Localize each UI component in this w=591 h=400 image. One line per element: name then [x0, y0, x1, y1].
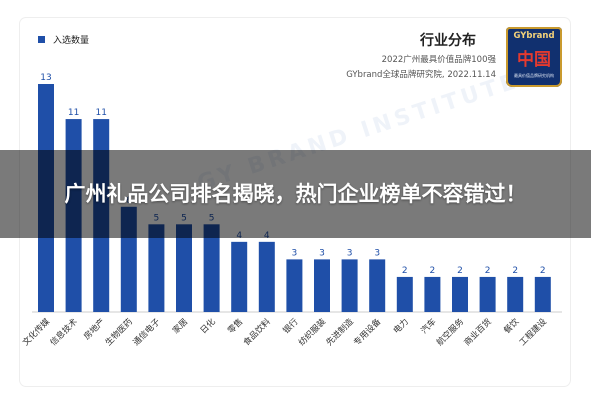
bar-value-label: 3	[347, 248, 353, 258]
x-tick-label: 零售	[226, 316, 246, 336]
x-tick-label: 信息技术	[48, 316, 80, 348]
bar-value-label: 3	[292, 248, 298, 258]
chart-title: 行业分布	[420, 33, 476, 49]
bar	[369, 259, 386, 312]
legend-label: 入选数量	[53, 36, 90, 46]
x-tick-label: 电力	[391, 316, 411, 336]
bar	[452, 276, 468, 312]
x-tick-label: 银行	[281, 316, 301, 336]
bar-value-label: 2	[457, 266, 463, 276]
bar-value-label: 3	[319, 248, 325, 258]
bar	[507, 276, 524, 312]
x-tick-label: 先进制造	[324, 316, 356, 348]
bar	[286, 259, 303, 312]
x-tick-label: 家居	[170, 316, 190, 336]
source-line-2: GYbrand全球品牌研究院, 2022.11.14	[346, 70, 496, 80]
bar-value-label: 2	[540, 266, 546, 276]
bar-value-label: 11	[68, 108, 79, 118]
badge-main-text: 中国	[517, 50, 551, 70]
x-tick-label: 餐饮	[502, 316, 522, 336]
bar	[203, 224, 220, 312]
x-tick-label: 工程建设	[517, 316, 549, 348]
bar-value-label: 11	[95, 108, 106, 118]
source-line-1: 2022广州最具价值品牌100强	[381, 55, 496, 65]
legend-swatch	[38, 36, 45, 43]
bar-value-label: 2	[485, 266, 491, 276]
bar	[148, 224, 165, 312]
x-tick-label: 房地产	[82, 316, 108, 342]
x-tick-label: 纺织服装	[296, 316, 328, 348]
bar	[534, 276, 551, 312]
x-tick-label: 食品饮料	[241, 316, 273, 348]
x-tick-label: 航空服务	[434, 316, 466, 348]
x-tick-label: 专用设备	[351, 316, 383, 348]
x-tick-label: 商业百货	[462, 316, 494, 348]
headline-text: 广州礼品公司排名揭晓，热门企业榜单不容错过！	[64, 182, 527, 206]
x-tick-label: 生物医药	[103, 316, 135, 348]
bar-value-label: 2	[512, 266, 518, 276]
bar	[258, 241, 275, 312]
bar	[479, 276, 496, 312]
bar	[396, 276, 413, 312]
badge-brand-text: GYbrand	[513, 31, 555, 41]
x-tick-label: 文化传媒	[20, 316, 52, 348]
chart-legend: 入选数量	[38, 33, 89, 46]
bar-value-label: 2	[430, 266, 436, 276]
bar	[424, 276, 441, 312]
bar	[176, 224, 192, 312]
x-tick-label: 通信电子	[131, 316, 163, 348]
badge-small-text: 最具价值品牌研究机构	[514, 73, 554, 78]
headline-overlay: 广州礼品公司排名揭晓，热门企业榜单不容错过！	[0, 150, 591, 238]
bar	[341, 259, 358, 312]
x-tick-label: 日化	[198, 316, 218, 336]
x-tick-label: 汽车	[419, 316, 439, 336]
bar	[314, 259, 330, 312]
bar-value-label: 13	[40, 73, 51, 83]
bar-value-label: 3	[374, 248, 380, 258]
bar	[231, 241, 248, 312]
gybrand-badge-logo: GYbrand 中国 最具价值品牌研究机构	[506, 27, 562, 87]
bar-value-label: 2	[402, 266, 408, 276]
